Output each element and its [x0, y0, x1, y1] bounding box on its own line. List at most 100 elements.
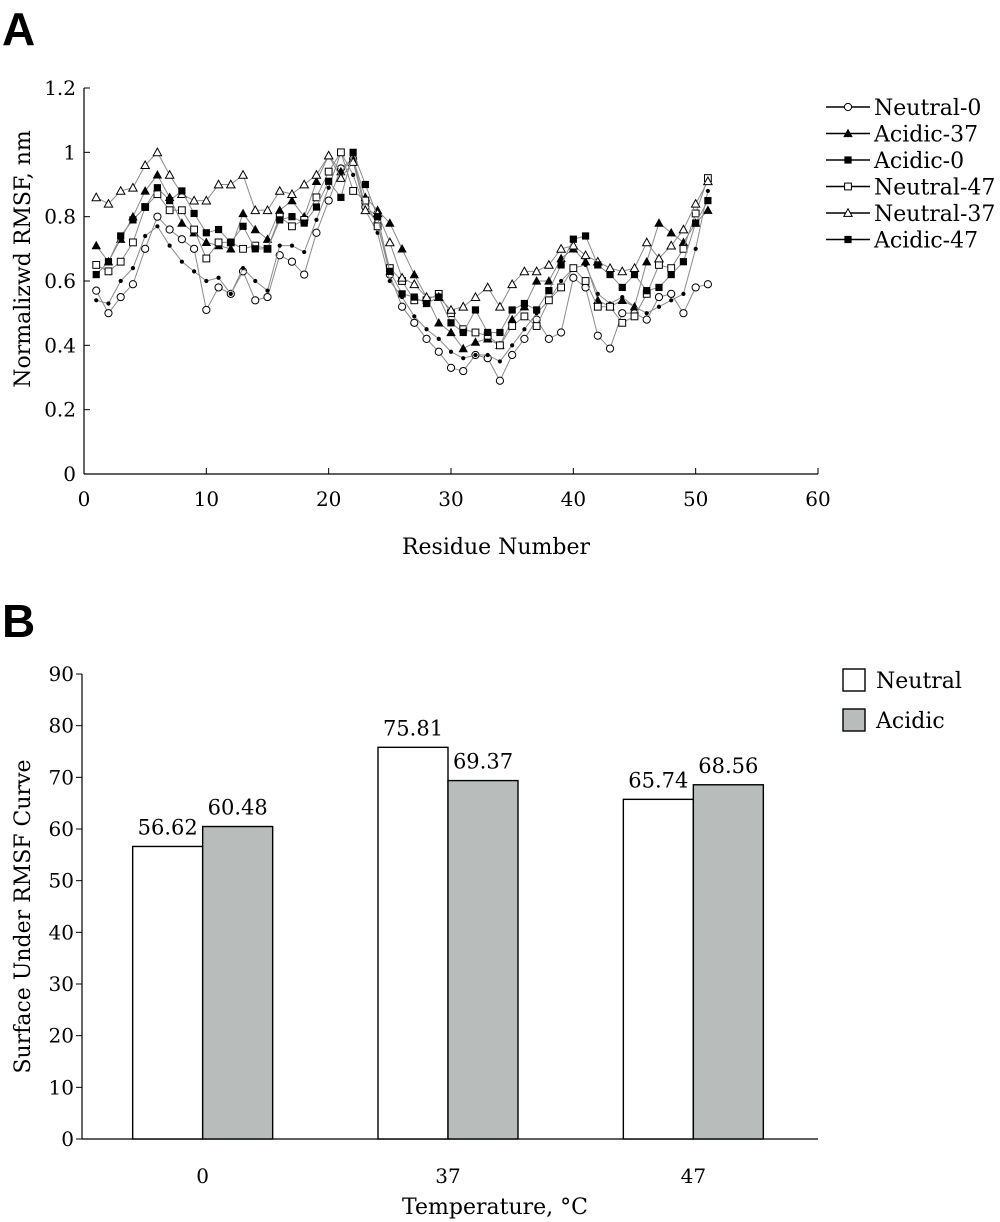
y-tick-label: 80: [49, 714, 74, 738]
data-point: [557, 283, 566, 292]
data-point: [642, 256, 652, 266]
data-point: [192, 269, 197, 274]
data-point: [103, 198, 114, 208]
data-point: [152, 147, 163, 157]
data-point: [216, 275, 221, 280]
data-point: [375, 230, 380, 235]
data-label: 75.81: [383, 716, 443, 740]
data-point: [106, 301, 111, 306]
y-tick-label: 60: [49, 817, 74, 841]
data-point: [679, 244, 688, 253]
panel-b-label: B: [2, 595, 36, 647]
data-label: 60.48: [208, 796, 268, 820]
data-point: [204, 278, 209, 284]
data-point: [202, 254, 211, 263]
data-point: [705, 188, 711, 194]
data-point: [201, 237, 212, 247]
legend-entry: Neutral-37: [826, 202, 995, 227]
data-point: [140, 186, 150, 195]
data-point: [679, 258, 688, 266]
legend-marker: [843, 102, 853, 112]
data-point: [177, 235, 186, 244]
data-point: [424, 327, 429, 332]
data-point: [92, 286, 101, 295]
legend-marker: [844, 235, 852, 244]
data-point: [238, 208, 248, 218]
data-point: [409, 269, 420, 279]
data-point: [178, 187, 186, 195]
data-point: [681, 291, 686, 296]
data-label: 65.74: [628, 768, 688, 792]
data-point: [351, 172, 356, 177]
y-tick-label: 0.6: [44, 269, 76, 293]
data-point: [129, 216, 137, 224]
data-point: [289, 243, 295, 248]
data-point: [656, 304, 662, 309]
data-point: [397, 302, 407, 311]
data-point: [642, 315, 651, 324]
data-point: [324, 167, 333, 176]
data-point: [129, 238, 137, 247]
data-point: [471, 328, 480, 337]
x-axis-title: Residue Number: [402, 535, 591, 560]
data-point: [666, 240, 677, 250]
legend-label: Acidic-37: [873, 123, 978, 148]
data-point: [412, 314, 417, 319]
data-point: [606, 270, 614, 279]
x-tick-label: 20: [316, 487, 341, 511]
data-point: [288, 213, 296, 221]
legend-swatch: [842, 708, 866, 732]
data-point: [446, 363, 456, 372]
data-point: [580, 250, 591, 260]
data-point: [374, 213, 382, 221]
data-point: [606, 302, 614, 311]
data-point: [202, 305, 211, 315]
data-point: [473, 352, 478, 358]
x-tick-label: 10: [194, 487, 219, 511]
bar-acidic: [692, 784, 765, 1140]
data-point: [326, 185, 331, 190]
legend-entry: Neutral: [842, 668, 962, 694]
data-point: [202, 229, 210, 237]
data-point: [507, 278, 518, 289]
data-point: [167, 243, 172, 248]
data-point: [214, 238, 223, 247]
data-point: [312, 193, 321, 202]
data-point: [314, 217, 319, 222]
data-point: [531, 266, 542, 276]
data-point: [153, 212, 162, 221]
y-tick-label: 0: [63, 462, 76, 486]
data-point: [287, 257, 297, 266]
data-point: [617, 266, 628, 276]
data-point: [387, 278, 392, 284]
data-point: [300, 270, 309, 279]
data-point: [323, 150, 334, 160]
data-point: [302, 249, 307, 255]
legend-label: Neutral-0: [874, 96, 981, 121]
data-point: [250, 205, 261, 215]
data-point: [666, 227, 676, 237]
data-point: [91, 192, 102, 202]
data-point: [337, 148, 345, 157]
data-point: [385, 218, 395, 227]
data-point: [470, 291, 481, 301]
data-point: [497, 359, 503, 364]
data-point: [299, 179, 310, 189]
data-point: [311, 169, 322, 179]
data-point: [703, 280, 713, 289]
y-tick-label: 0.8: [44, 205, 76, 229]
data-point: [482, 282, 493, 292]
data-point: [115, 185, 126, 195]
legend-label: Acidic-47: [873, 229, 978, 254]
bar-acidic: [201, 825, 274, 1140]
data-point: [165, 206, 174, 215]
legend-entry: Neutral-47: [826, 176, 995, 201]
bar-neutral: [131, 845, 204, 1140]
data-label: 69.37: [453, 750, 513, 774]
data-point: [118, 278, 123, 284]
legend-marker: [844, 156, 852, 164]
data-point: [654, 218, 664, 227]
data-point: [263, 245, 272, 253]
x-tick-label: 60: [805, 487, 830, 511]
